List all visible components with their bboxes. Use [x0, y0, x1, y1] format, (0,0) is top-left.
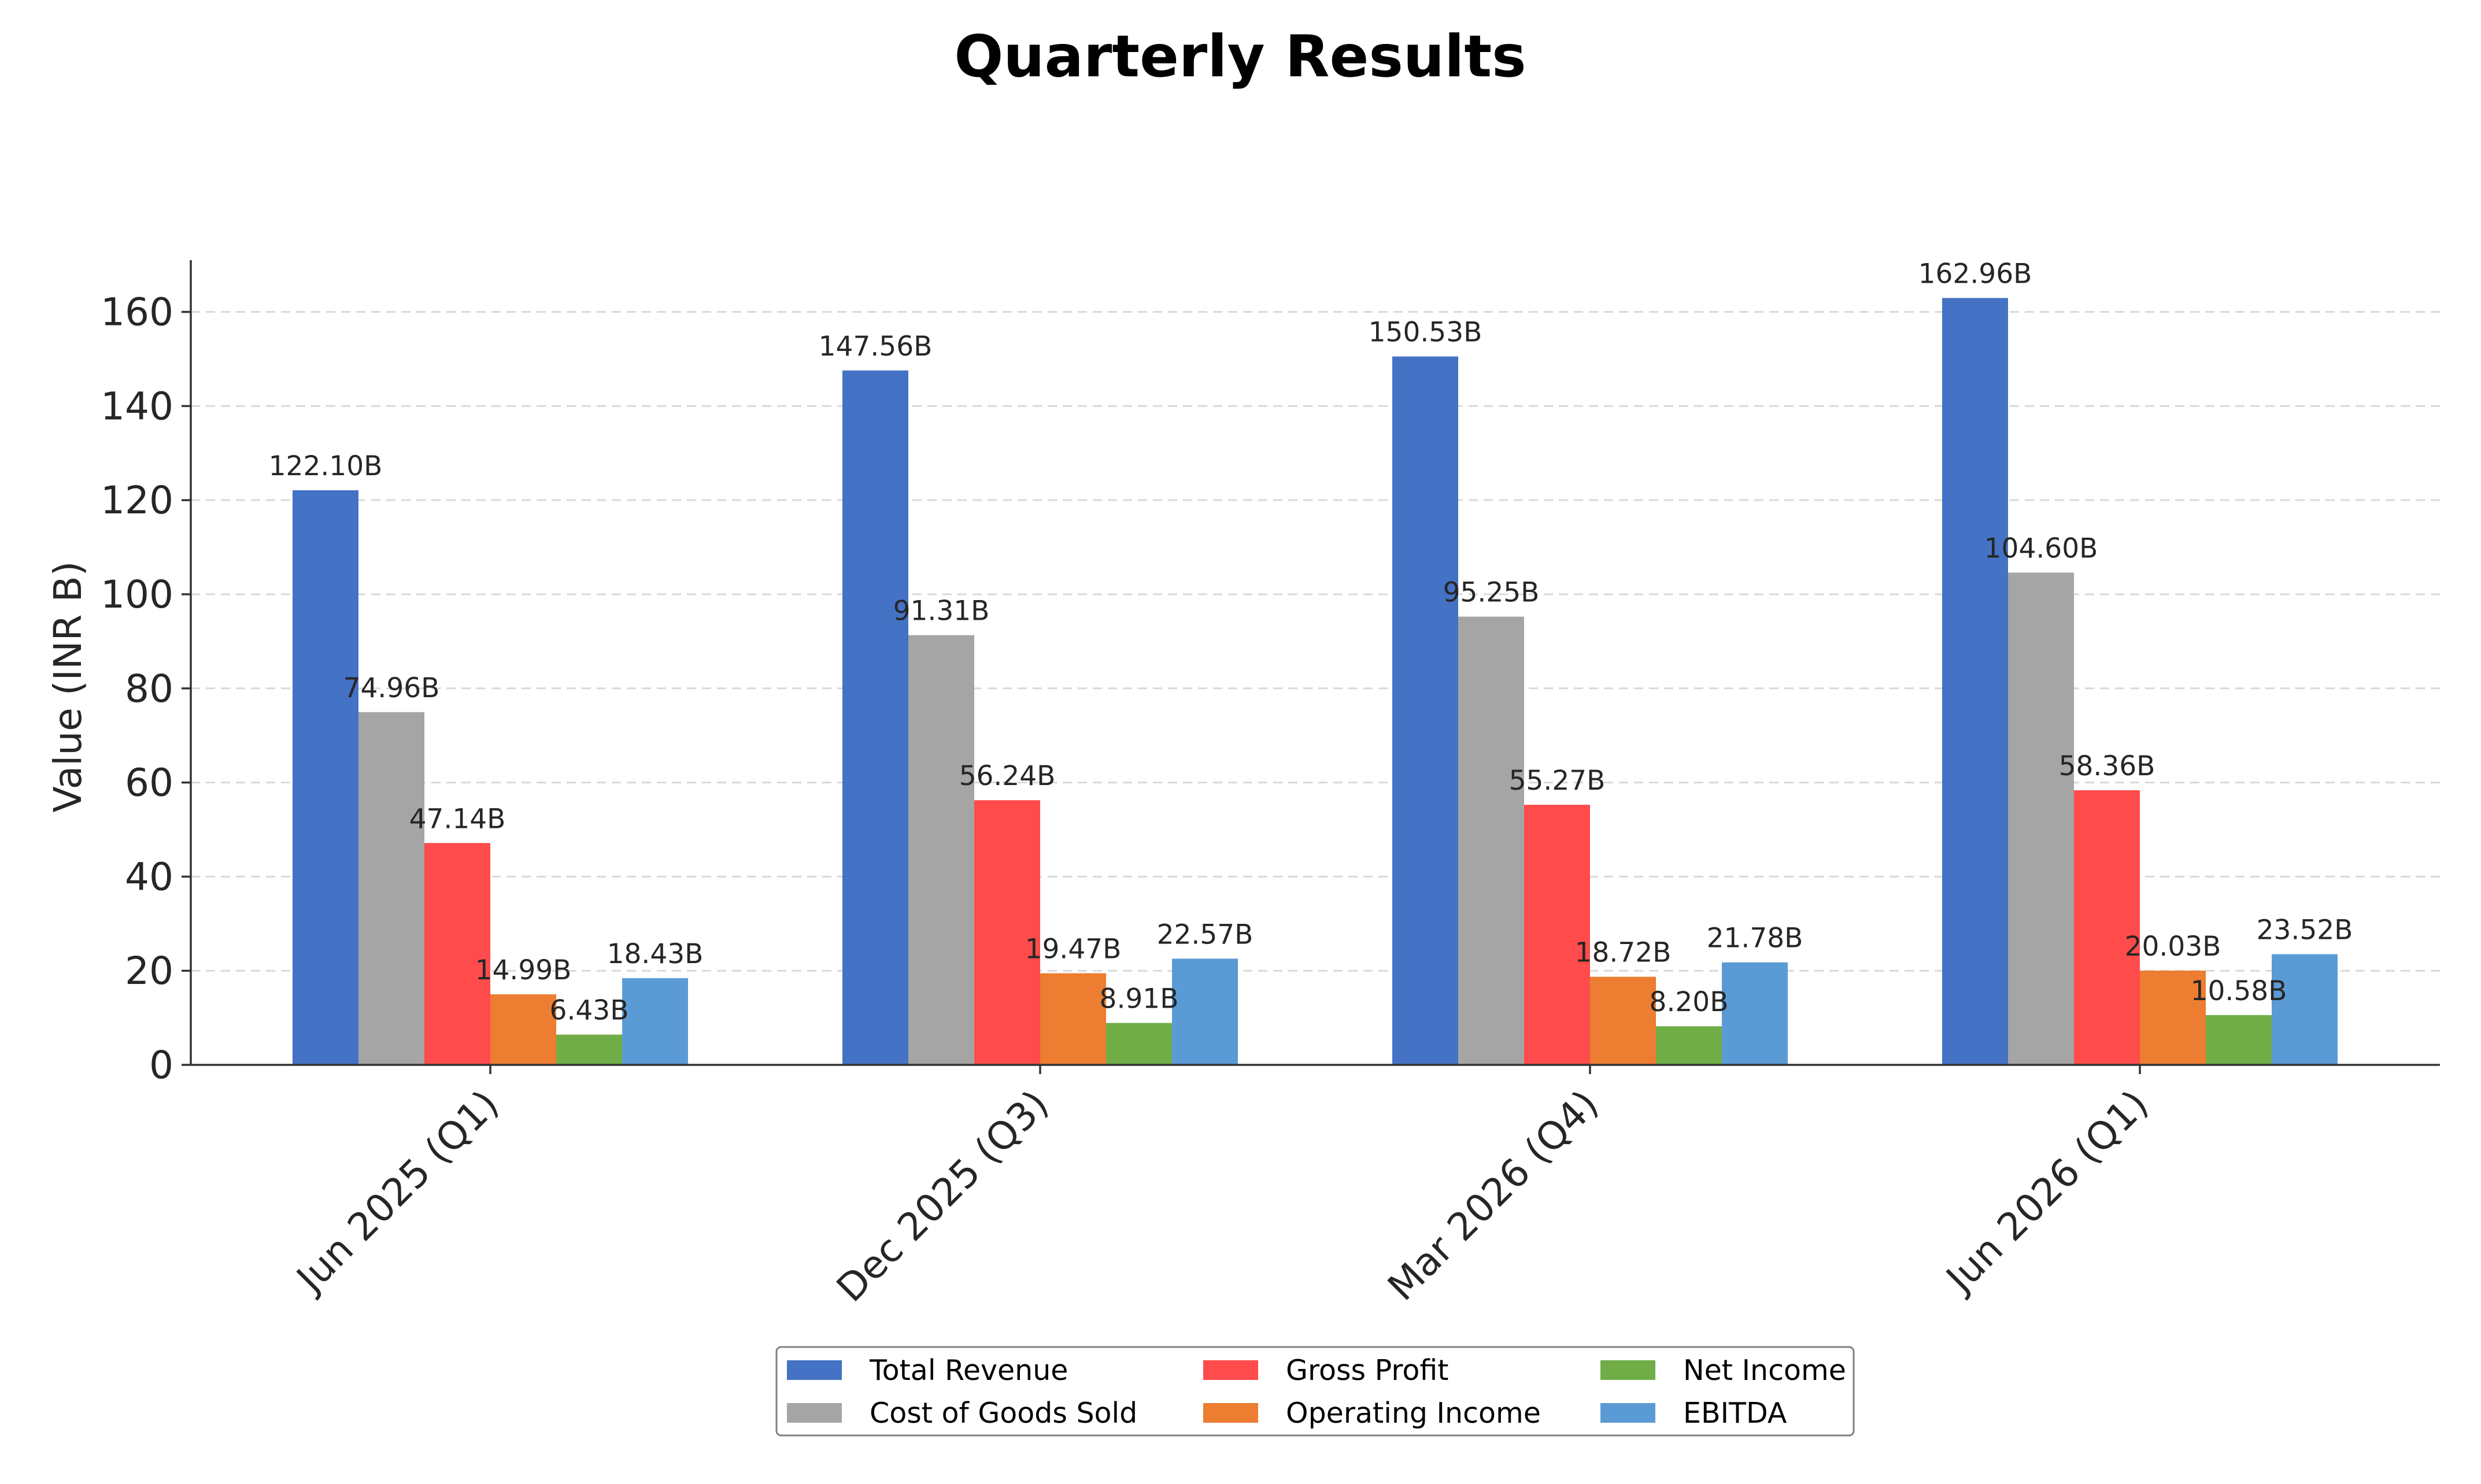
legend-swatch: [1600, 1403, 1655, 1423]
bar: [1106, 1023, 1172, 1065]
y-tick-label: 40: [125, 854, 173, 899]
data-label: 91.31B: [893, 595, 990, 627]
legend-swatch: [787, 1403, 842, 1423]
y-tick-label: 120: [101, 478, 173, 523]
legend-label: EBITDA: [1683, 1397, 1787, 1430]
y-tick-label: 20: [125, 949, 173, 993]
bar: [2206, 1015, 2272, 1065]
y-tick-label: 0: [149, 1043, 173, 1087]
data-label: 58.36B: [2059, 750, 2155, 782]
legend-label: Gross Profit: [1286, 1354, 1448, 1387]
data-label: 122.10B: [269, 450, 383, 482]
legend: Total Revenue Cost of Goods Sold Gross Pro…: [775, 1346, 1855, 1437]
bar: [1656, 1026, 1722, 1065]
data-label: 104.60B: [1984, 533, 2098, 565]
bar: [556, 1034, 622, 1065]
bar: [842, 370, 908, 1065]
legend-label: Cost of Goods Sold: [870, 1397, 1137, 1430]
bar: [1458, 616, 1524, 1065]
data-label: 8.91B: [1100, 983, 1179, 1015]
data-label: 19.47B: [1025, 934, 1122, 965]
y-tick-label: 60: [125, 761, 173, 805]
data-label: 23.52B: [2257, 915, 2353, 946]
legend-swatch: [787, 1360, 842, 1380]
x-tick-label: Jun 2025 (Q1): [287, 1082, 507, 1302]
legend-label: Total Revenue: [869, 1354, 1068, 1387]
bar: [1524, 805, 1590, 1065]
bar: [424, 843, 490, 1065]
x-tick-label: Dec 2025 (Q3): [828, 1082, 1057, 1311]
bar: [2272, 954, 2338, 1065]
y-axis-label: Value (INR B): [46, 561, 90, 813]
legend-swatch: [1600, 1360, 1655, 1380]
data-label: 10.58B: [2191, 975, 2287, 1007]
bar: [2140, 970, 2206, 1065]
chart-title: Quarterly Results: [954, 23, 1526, 90]
bar: [622, 978, 688, 1065]
data-label: 21.78B: [1707, 923, 1803, 954]
bar: [1590, 976, 1656, 1065]
bar: [1172, 959, 1238, 1065]
bar: [1722, 962, 1788, 1065]
y-tick-label: 160: [101, 290, 173, 335]
data-label: 162.96B: [1918, 258, 2032, 290]
x-tick-label: Jun 2026 (Q1): [1936, 1082, 2157, 1302]
legend-frame: [775, 1346, 1855, 1437]
data-label: 74.96B: [343, 672, 440, 704]
y-tick-label: 140: [101, 384, 173, 428]
data-label: 55.27B: [1509, 765, 1606, 797]
y-tick-label: 80: [125, 667, 173, 711]
bar: [974, 800, 1040, 1065]
data-label: 8.20B: [1650, 986, 1729, 1018]
data-label: 20.03B: [2125, 931, 2221, 963]
bar: [908, 635, 974, 1065]
bar: [2074, 790, 2140, 1065]
data-label: 150.53B: [1369, 317, 1482, 349]
bar: [490, 994, 556, 1065]
bar: [2008, 572, 2074, 1065]
data-label: 22.57B: [1157, 919, 1254, 950]
data-label: 147.56B: [819, 331, 933, 362]
bars-layer: [293, 298, 2338, 1065]
bar: [1040, 973, 1106, 1065]
data-label: 6.43B: [550, 995, 629, 1027]
y-tick-label: 100: [101, 572, 173, 617]
legend-swatch: [1203, 1403, 1258, 1423]
legend-label: Net Income: [1683, 1354, 1846, 1387]
labels-layer: 122.10B 74.96B 47.14B 14.99B 6.43B 18.43B 147.…: [269, 258, 2353, 1026]
x-tick-label: Mar 2026 (Q4): [1380, 1082, 1607, 1309]
data-label: 56.24B: [959, 760, 1056, 792]
axes-layer: 0 20 40 60 80 100 120 140 160 Jun 2025 (Q1) Dec 20…: [101, 260, 2440, 1311]
legend-label: Operating Income: [1286, 1397, 1541, 1430]
bar: [358, 712, 424, 1065]
bar: [1392, 356, 1458, 1065]
data-label: 18.43B: [607, 938, 704, 970]
data-label: 47.14B: [409, 803, 506, 835]
data-label: 14.99B: [475, 954, 572, 986]
legend-swatch: [1203, 1360, 1258, 1380]
data-label: 18.72B: [1575, 937, 1672, 969]
data-label: 95.25B: [1443, 577, 1540, 609]
bar: [293, 490, 358, 1065]
bar: [1942, 298, 2008, 1065]
